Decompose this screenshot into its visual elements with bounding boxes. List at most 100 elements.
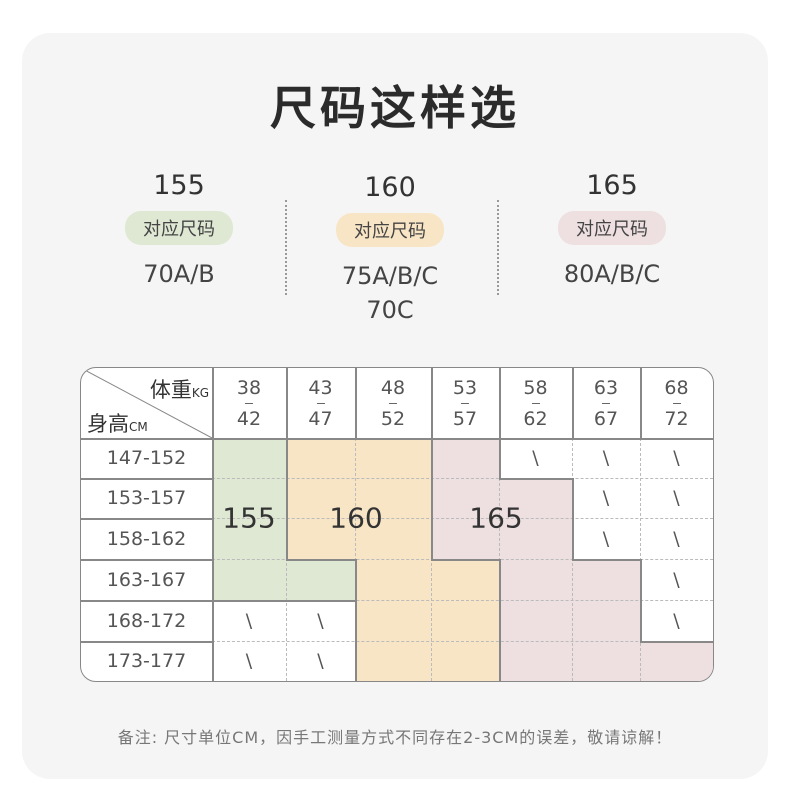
height-range: 158-162 xyxy=(106,527,187,550)
size-cell xyxy=(286,478,355,518)
size-badge: 对应尺码 xyxy=(125,211,233,245)
size-cell xyxy=(355,518,431,559)
size-badge: 对应尺码 xyxy=(336,213,444,247)
not-available: \ xyxy=(317,650,324,672)
weight-range: 58 62 xyxy=(499,368,572,438)
bra-size: 70C xyxy=(366,296,414,324)
bra-sizes: 75A/B/C 70C xyxy=(290,259,490,327)
not-available: \ xyxy=(673,568,680,591)
weight-max: 42 xyxy=(236,407,262,430)
not-available: \ xyxy=(673,487,680,509)
size-column-160: 160 对应尺码 75A/B/C 70C xyxy=(290,172,490,327)
size-cell xyxy=(572,600,640,641)
bra-sizes: 80A/B/C xyxy=(512,257,712,291)
weight-range: 43 47 xyxy=(286,368,355,438)
height-header: 身高CM xyxy=(87,412,148,436)
size-cell: \ xyxy=(572,438,640,478)
range-dash xyxy=(531,402,540,404)
not-available: \ xyxy=(532,447,539,469)
not-available: \ xyxy=(602,487,610,509)
weight-range: 38 42 xyxy=(212,368,286,438)
size-column-155: 155 对应尺码 70A/B xyxy=(79,170,279,291)
weight-max: 67 xyxy=(593,407,619,430)
size-cell: \ xyxy=(499,438,572,478)
height-value: 165 xyxy=(586,170,638,201)
weight-min: 53 xyxy=(452,376,478,399)
size-cell xyxy=(499,478,572,518)
weight-range: 53 57 xyxy=(431,368,499,438)
size-cell xyxy=(355,438,431,478)
height-value: 155 xyxy=(153,170,205,201)
weight-min: 38 xyxy=(236,376,262,399)
size-cell xyxy=(640,641,713,681)
height-range: 173-177 xyxy=(106,650,187,672)
not-available: \ xyxy=(673,609,680,632)
region-label-165: 165 xyxy=(469,501,523,535)
weight-min: 63 xyxy=(593,376,619,399)
size-cell xyxy=(212,518,286,559)
not-available: \ xyxy=(317,609,324,632)
range-dash xyxy=(672,402,681,404)
range-dash xyxy=(245,402,253,404)
size-cell: \ xyxy=(572,518,640,559)
range-dash xyxy=(389,402,397,404)
size-cell: \ xyxy=(640,559,713,600)
not-available: \ xyxy=(602,527,610,550)
size-cell: \ xyxy=(640,478,713,518)
weight-max: 57 xyxy=(452,407,478,430)
footnote: 备注: 尺寸单位CM，因手工测量方式不同存在2-3CM的误差，敬请谅解！ xyxy=(117,728,673,747)
size-cell xyxy=(499,641,572,681)
size-cell xyxy=(499,559,572,600)
weight-range: 48 52 xyxy=(355,368,431,438)
range-dash xyxy=(602,402,610,404)
weight-header: 体重KG xyxy=(149,378,209,402)
size-badge: 对应尺码 xyxy=(558,211,666,245)
weight-min: 68 xyxy=(664,376,689,399)
weight-max: 47 xyxy=(308,407,333,430)
size-cell xyxy=(431,600,499,641)
size-cell: \ xyxy=(640,600,713,641)
size-cell xyxy=(355,600,431,641)
height-range: 163-167 xyxy=(106,568,187,591)
height-range: 147-152 xyxy=(106,447,187,469)
page-title: 尺码这样选 xyxy=(270,81,520,135)
size-table: \ \ \ \ \ \ \ \ \ \ \ \ \ 147-152 153-157 158-162 163-16… xyxy=(80,367,714,682)
size-cell: \ xyxy=(572,478,640,518)
weight-range: 63 67 xyxy=(572,368,640,438)
not-available: \ xyxy=(673,447,680,469)
not-available: \ xyxy=(673,527,680,550)
bra-sizes: 70A/B xyxy=(79,257,279,291)
size-cell xyxy=(212,559,286,600)
weight-min: 58 xyxy=(523,376,548,399)
not-available: \ xyxy=(602,447,610,469)
size-cell xyxy=(286,438,355,478)
size-column-165: 165 对应尺码 80A/B/C xyxy=(512,170,712,291)
bra-size: 70A/B xyxy=(143,260,215,288)
weight-range: 68 72 xyxy=(640,368,713,438)
size-cell xyxy=(286,559,355,600)
height-range: 168-172 xyxy=(106,609,187,632)
range-dash xyxy=(461,402,469,404)
weight-max: 62 xyxy=(523,407,548,430)
divider xyxy=(285,200,287,295)
size-cell xyxy=(499,518,572,559)
size-cell xyxy=(431,518,499,559)
size-cell: \ xyxy=(640,518,713,559)
bra-size: 75A/B/C xyxy=(341,262,439,290)
size-cell: \ xyxy=(212,600,286,641)
region-label-155: 155 xyxy=(222,501,276,535)
height-value: 160 xyxy=(364,172,416,203)
size-cell xyxy=(431,559,499,600)
size-cell xyxy=(355,478,431,518)
size-cell xyxy=(431,478,499,518)
weight-min: 43 xyxy=(308,376,333,399)
size-cell xyxy=(431,438,499,478)
size-cell xyxy=(572,641,640,681)
weight-max: 52 xyxy=(380,407,406,430)
height-range: 153-157 xyxy=(106,487,187,509)
range-dash xyxy=(316,402,325,404)
size-cell: \ xyxy=(286,641,355,681)
weight-max: 72 xyxy=(664,407,689,430)
bra-size: 80A/B/C xyxy=(563,260,661,288)
weight-min: 48 xyxy=(380,376,406,399)
